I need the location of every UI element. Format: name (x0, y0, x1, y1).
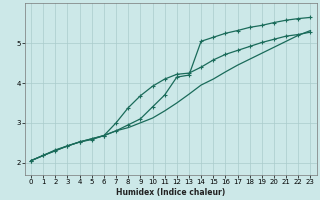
X-axis label: Humidex (Indice chaleur): Humidex (Indice chaleur) (116, 188, 225, 197)
